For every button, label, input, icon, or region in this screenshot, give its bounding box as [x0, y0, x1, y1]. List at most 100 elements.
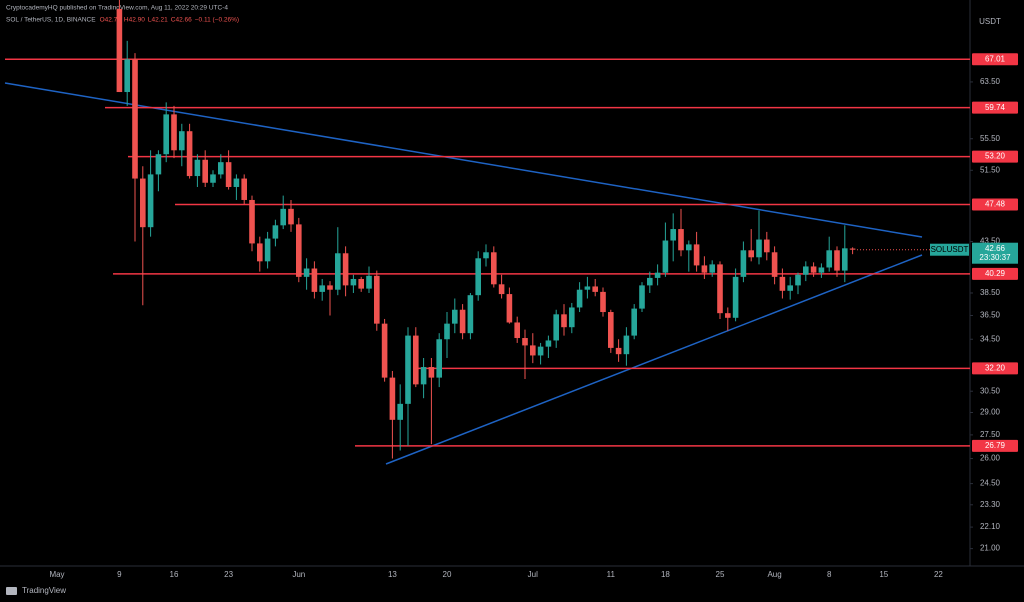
candle-body: [374, 275, 380, 324]
x-tick-label: Jun: [292, 570, 305, 579]
candle-body: [662, 240, 669, 273]
candle-body: [483, 252, 489, 259]
candle-body: [444, 323, 450, 340]
candle-body: [842, 248, 848, 271]
candle-body: [810, 266, 817, 273]
candle-body: [553, 314, 559, 341]
candle-body: [389, 377, 396, 420]
candle-body: [366, 275, 372, 289]
x-tick-label: 23: [224, 570, 233, 579]
trendline: [385, 254, 923, 465]
trendline: [4, 82, 923, 238]
y-tick-label: 38.50: [980, 288, 1001, 297]
candle-body: [381, 323, 388, 378]
candle-body: [218, 162, 224, 175]
candle-body: [350, 278, 357, 286]
candle-body: [241, 178, 247, 200]
candle-body: [272, 225, 279, 239]
candle-body: [319, 285, 325, 292]
candle-body: [623, 335, 630, 355]
candle-body: [116, 8, 123, 93]
candle-body: [569, 307, 575, 328]
candle-body: [693, 244, 700, 266]
candle-body: [654, 272, 661, 278]
candle-body: [537, 346, 544, 356]
y-tick-label: 22.10: [980, 522, 1001, 531]
last-price-label: 42.66: [985, 244, 1006, 253]
countdown: 23:30:37: [979, 253, 1011, 262]
candle-body: [452, 309, 458, 324]
level-tag: [972, 267, 1018, 280]
y-tick-label: 24.50: [980, 479, 1001, 488]
level-tag: [972, 101, 1018, 114]
level-label: 59.74: [985, 103, 1006, 112]
y-tick-label: 30.50: [980, 386, 1001, 395]
x-tick-label: 15: [879, 570, 888, 579]
candle-body: [459, 309, 466, 334]
x-tick-label: 8: [827, 570, 832, 579]
candle-body: [584, 286, 591, 290]
x-tick-label: 20: [443, 570, 452, 579]
candle-body: [428, 367, 435, 378]
x-tick-label: 13: [388, 570, 397, 579]
candle-body: [132, 59, 138, 179]
candle-body: [413, 335, 419, 385]
candle-body: [631, 308, 637, 336]
candle-body: [576, 289, 583, 308]
y-tick-label: 26.00: [980, 454, 1001, 463]
candle-body: [249, 199, 255, 244]
candle-body: [467, 295, 474, 334]
candle-body: [615, 347, 622, 355]
candle-body: [530, 345, 536, 356]
candle-body: [186, 131, 193, 177]
level-tag: [972, 198, 1018, 211]
candle-body: [834, 250, 840, 271]
level-label: 67.01: [985, 54, 1006, 63]
y-tick-label: 36.50: [980, 311, 1001, 320]
legend-value: H42.90: [124, 17, 145, 24]
candle-body: [179, 131, 185, 151]
legend-value: L42.21: [148, 17, 168, 24]
candle-body: [678, 229, 684, 251]
candle-body: [592, 286, 598, 292]
candle-body: [498, 284, 505, 295]
candle-body: [725, 313, 731, 318]
candle-body: [327, 285, 333, 290]
candle-body: [717, 264, 723, 314]
candle-body: [140, 178, 146, 228]
candle-body: [647, 277, 653, 286]
chart-title: SOL / TetherUS, 1D, BINANCE: [6, 17, 96, 24]
candle-body: [233, 178, 240, 187]
candle-body: [670, 229, 676, 241]
candle-body: [701, 265, 708, 273]
level-label: 53.20: [985, 152, 1006, 161]
candle-body: [600, 291, 606, 313]
candle-body: [225, 162, 232, 187]
candle-body: [171, 114, 177, 151]
x-tick-label: Jul: [528, 570, 538, 579]
candle-body: [358, 278, 364, 289]
candle-body: [818, 267, 825, 273]
candle-body: [522, 338, 528, 346]
candle-body: [163, 114, 169, 155]
candle-body: [405, 335, 411, 404]
candle-body: [561, 314, 567, 328]
y-tick-label: 21.00: [980, 544, 1001, 553]
candle-body: [709, 264, 715, 273]
x-tick-label: May: [49, 570, 64, 579]
candle-body: [342, 253, 349, 286]
candle-body: [288, 208, 294, 225]
x-tick-label: 16: [170, 570, 179, 579]
candle-body: [795, 274, 801, 286]
candle-body: [787, 285, 793, 291]
level-label: 26.79: [985, 441, 1006, 450]
candle-body: [756, 239, 762, 258]
symbol-tag-box: [930, 243, 969, 256]
last-price-box: [972, 242, 1018, 264]
candle-body: [803, 266, 809, 275]
y-tick-label: 34.50: [980, 334, 1001, 343]
legend-value: O42.78: [100, 17, 122, 24]
candle-body: [124, 59, 130, 93]
x-tick-label: Aug: [767, 570, 781, 579]
